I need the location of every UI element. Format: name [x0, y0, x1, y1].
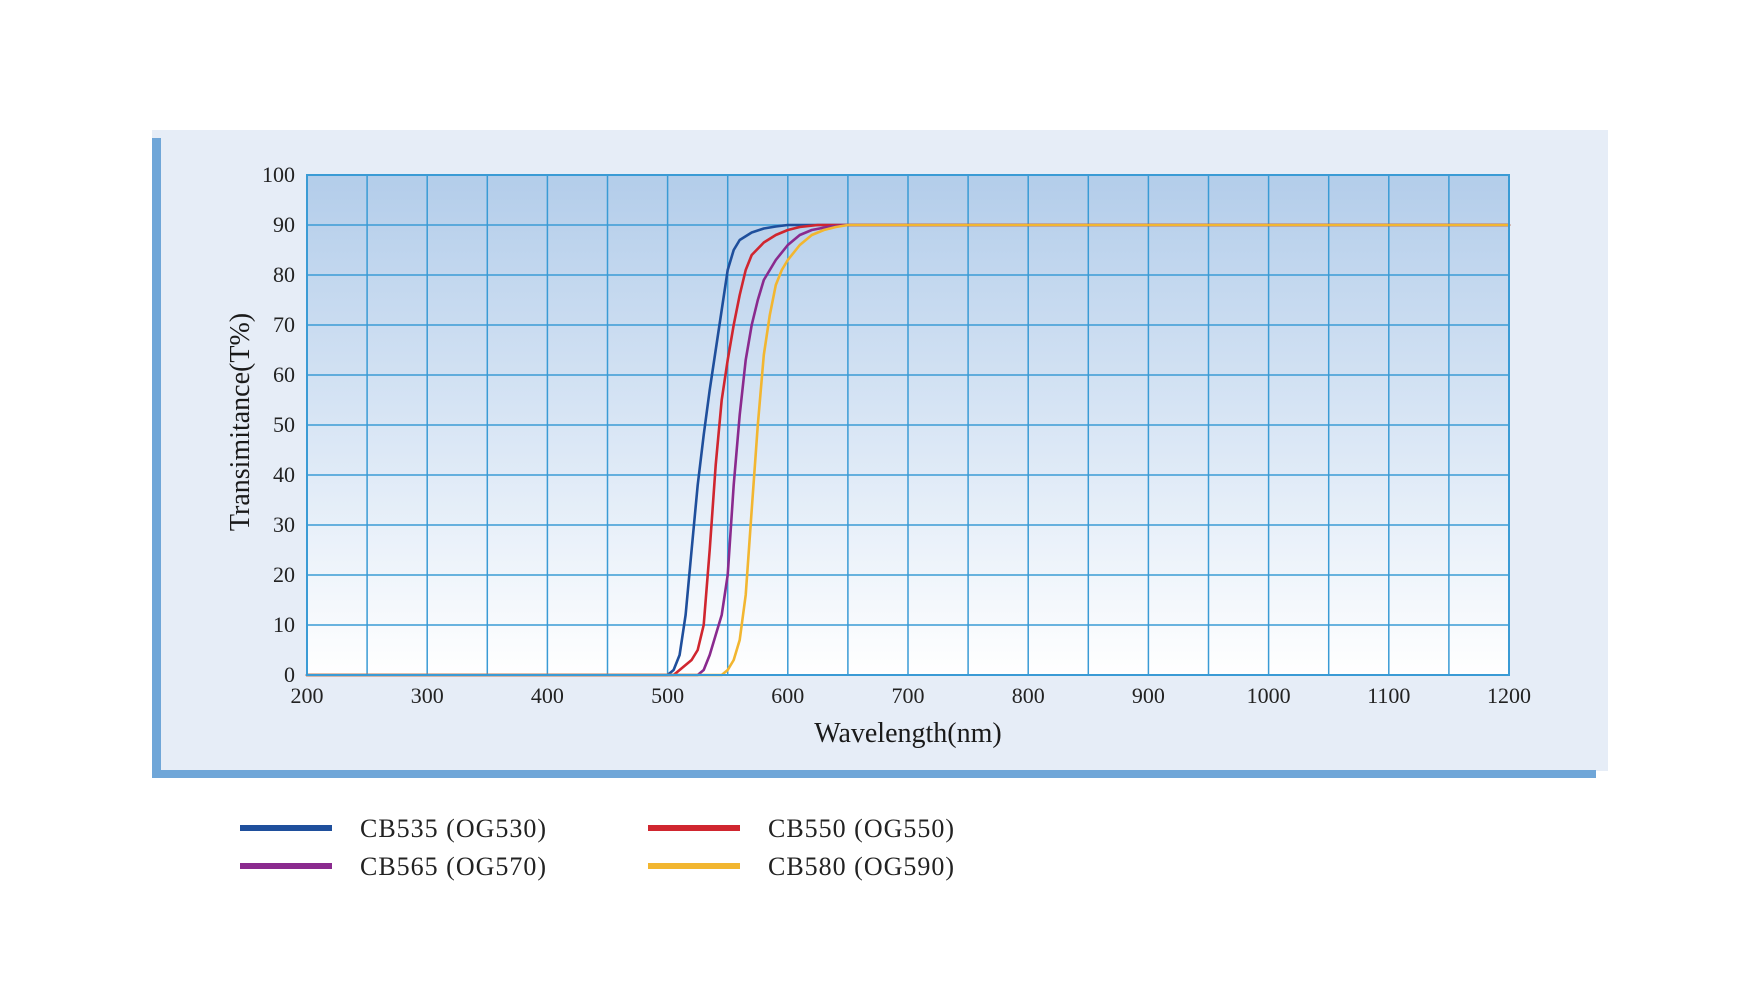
- x-tick-label: 300: [411, 683, 444, 708]
- y-tick-label: 70: [273, 312, 295, 337]
- legend-label: CB580 (OG590): [768, 852, 955, 881]
- x-tick-labels: 200 300 400 500 600 700 800 900 1000 1100 1200: [291, 683, 1532, 708]
- y-tick-label: 30: [273, 512, 295, 537]
- y-tick-label: 20: [273, 562, 295, 587]
- series-lines: [305, 223, 1511, 677]
- y-axis-title: Transimitance(T%): [225, 313, 256, 531]
- y-tick-label: 40: [273, 462, 295, 487]
- y-tick-label: 100: [262, 162, 295, 187]
- series-line-3: [305, 223, 1511, 677]
- y-tick-labels: 0 10 20 30 40 50 60 70 80 90 100: [262, 162, 295, 687]
- x-tick-label: 900: [1132, 683, 1165, 708]
- y-tick-label: 90: [273, 212, 295, 237]
- x-tick-label: 800: [1012, 683, 1045, 708]
- chart-panel-left-border: [152, 138, 161, 777]
- y-tick-label: 60: [273, 362, 295, 387]
- y-tick-label: 0: [284, 662, 295, 687]
- chart-panel-bottom-border: [152, 770, 1596, 778]
- legend-label: CB550 (OG550): [768, 814, 955, 843]
- x-tick-label: 1200: [1487, 683, 1531, 708]
- x-tick-label: 600: [771, 683, 804, 708]
- legend-label: CB565 (OG570): [360, 852, 547, 881]
- legend-label: CB535 (OG530): [360, 814, 547, 843]
- y-tick-label: 80: [273, 262, 295, 287]
- x-tick-label: 200: [291, 683, 324, 708]
- legend: CB535 (OG530) CB550 (OG550) CB565 (OG570) C…: [240, 814, 955, 881]
- x-tick-label: 700: [892, 683, 925, 708]
- y-tick-label: 10: [273, 612, 295, 637]
- plot-frame: [306, 174, 1510, 676]
- x-tick-label: 1100: [1367, 683, 1410, 708]
- x-tick-label: 400: [531, 683, 564, 708]
- x-tick-label: 1000: [1247, 683, 1291, 708]
- x-axis-title: Wavelength(nm): [814, 718, 1001, 749]
- y-tick-label: 50: [273, 412, 295, 437]
- x-tick-label: 500: [651, 683, 684, 708]
- grid-lines: [307, 175, 1509, 675]
